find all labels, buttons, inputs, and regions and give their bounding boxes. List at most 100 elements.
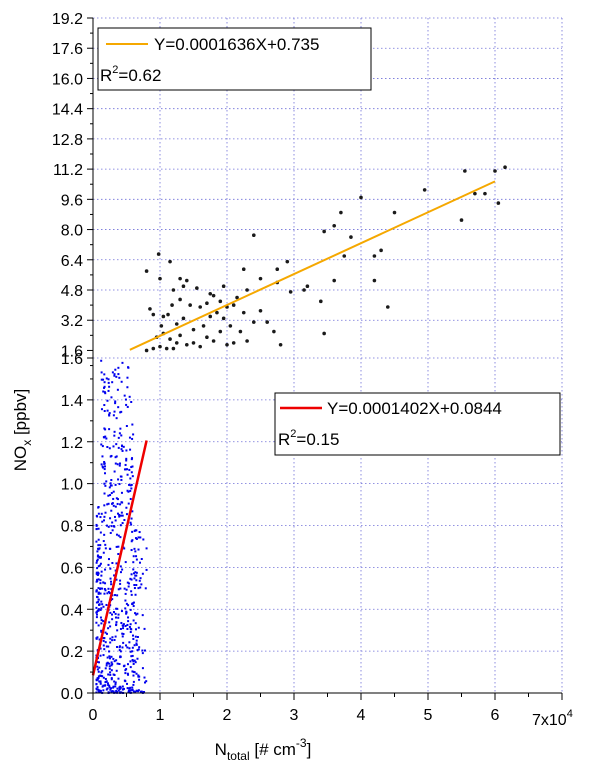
lower-point — [96, 573, 99, 576]
lower-point — [110, 664, 113, 667]
lower-point — [141, 667, 144, 670]
lower-point — [132, 605, 135, 608]
lower-point — [115, 417, 118, 420]
lower-point — [111, 561, 114, 564]
lower-point — [140, 557, 143, 560]
lower-point — [131, 475, 134, 478]
lower-point — [128, 687, 131, 690]
lower-point — [129, 477, 132, 480]
upper-y-tick-label: 11.2 — [53, 162, 83, 179]
lower-point — [132, 433, 135, 436]
upper-point — [422, 188, 427, 192]
lower-point — [95, 561, 98, 564]
lower-point — [119, 514, 122, 517]
lower-point — [110, 661, 113, 664]
lower-point — [110, 677, 113, 680]
lower-point — [130, 628, 133, 631]
lower-point — [102, 540, 105, 543]
lower-point — [102, 639, 105, 642]
lower-point — [107, 590, 110, 593]
lower-point — [105, 688, 108, 691]
lower-point — [120, 478, 123, 481]
lower-point — [137, 689, 140, 692]
lower-point — [125, 506, 128, 509]
lower-point — [126, 672, 129, 675]
lower-legend: Y=0.0001402X+0.0844 R2=0.15 — [274, 392, 561, 456]
lower-point — [95, 590, 98, 593]
lower-point — [126, 627, 129, 630]
lower-point — [113, 434, 116, 437]
lower-point — [123, 587, 126, 590]
lower-point — [122, 623, 125, 626]
lower-point — [138, 678, 141, 681]
lower-point — [110, 525, 113, 528]
lower-point — [126, 581, 129, 584]
lower-point — [95, 616, 98, 619]
lower-point — [95, 540, 98, 543]
upper-point — [241, 310, 246, 315]
upper-point — [218, 329, 223, 334]
lower-point — [95, 682, 98, 685]
lower-point — [138, 646, 141, 649]
lower-point — [125, 425, 128, 428]
upper-point — [372, 254, 377, 258]
upper-point — [161, 314, 166, 319]
upper-point — [483, 191, 487, 196]
lower-point — [102, 436, 105, 439]
lower-point — [103, 460, 106, 463]
upper-point — [272, 329, 276, 334]
lower-point — [139, 586, 142, 589]
lower-point — [125, 459, 128, 462]
lower-point — [127, 604, 130, 607]
lower-point — [111, 381, 114, 384]
lower-point — [108, 662, 111, 665]
upper-point — [332, 223, 337, 228]
lower-point — [135, 529, 138, 532]
lower-point — [140, 583, 143, 586]
lower-point — [105, 480, 108, 483]
lower-point — [133, 587, 136, 590]
lower-point — [124, 672, 127, 675]
lower-point — [120, 501, 123, 504]
lower-point — [102, 551, 105, 554]
lower-point — [130, 573, 133, 576]
lower-point — [119, 571, 122, 574]
x-tick-label: 1 — [156, 707, 165, 724]
lower-point — [132, 637, 135, 640]
lower-point — [115, 375, 118, 378]
upper-point — [349, 235, 353, 239]
fit-layer — [91, 180, 496, 676]
lower-point — [141, 614, 144, 617]
lower-point — [118, 376, 121, 379]
upper-point — [178, 276, 182, 281]
lower-point — [104, 484, 107, 487]
lower-point — [109, 517, 112, 520]
lower-point — [117, 616, 120, 619]
lower-point — [132, 680, 135, 683]
lower-point — [136, 657, 139, 660]
lower-point — [99, 680, 102, 683]
lower-point — [132, 561, 135, 564]
upper-point — [332, 278, 337, 283]
upper-point — [185, 278, 189, 283]
lower-point — [99, 608, 102, 611]
lower-fit-line — [91, 440, 148, 676]
lower-point — [111, 690, 114, 693]
lower-point — [97, 592, 100, 595]
lower-point — [120, 448, 123, 451]
lower-point — [98, 603, 101, 606]
lower-point — [103, 482, 106, 485]
lower-point — [117, 689, 120, 692]
lower-point — [124, 669, 127, 672]
lower-point — [105, 524, 108, 527]
upper-point — [235, 295, 239, 300]
lower-point — [128, 395, 131, 398]
lower-point — [103, 391, 106, 394]
lower-point — [103, 427, 106, 430]
lower-point — [133, 584, 136, 587]
upper-point — [241, 267, 246, 272]
lower-point — [96, 547, 99, 550]
lower-point — [100, 629, 103, 632]
lower-point — [127, 689, 130, 692]
lower-point — [112, 445, 115, 448]
